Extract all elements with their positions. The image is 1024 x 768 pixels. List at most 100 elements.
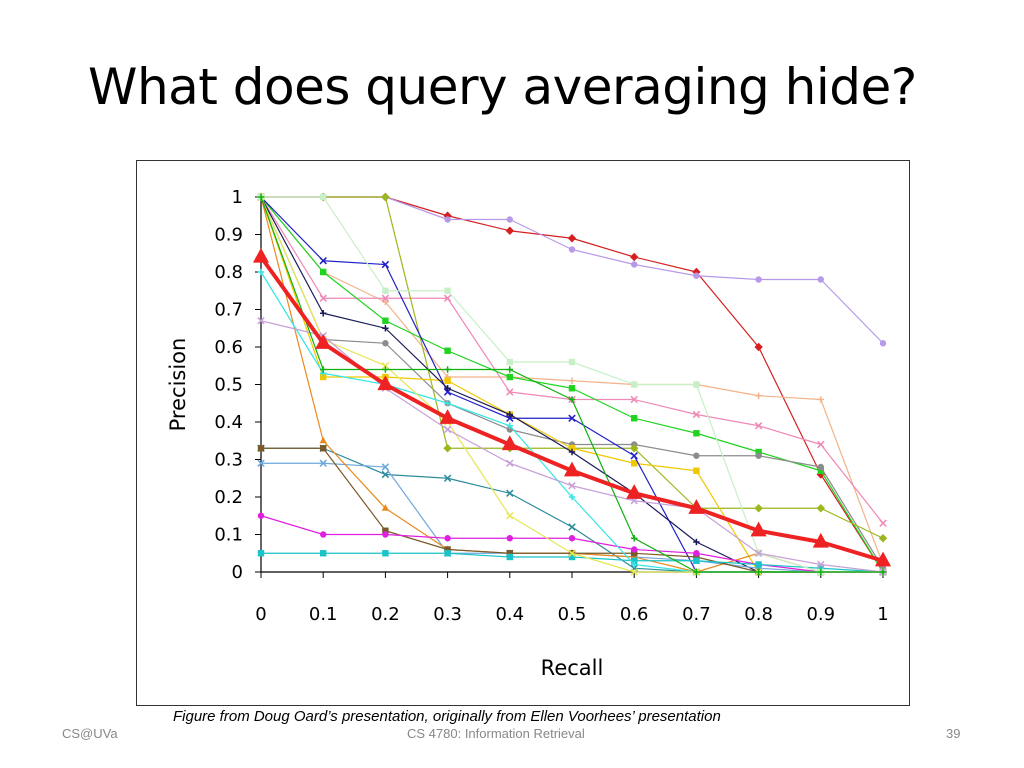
x-tick-label: 0.7 bbox=[682, 604, 711, 625]
series-20-point bbox=[817, 560, 825, 569]
series-4-point bbox=[319, 294, 327, 302]
series-14-point bbox=[444, 546, 451, 553]
slide-number: 39 bbox=[946, 726, 961, 741]
series-14-point bbox=[631, 550, 638, 557]
series-8-point bbox=[444, 377, 451, 384]
series-line-13 bbox=[260, 196, 883, 573]
series-15-point bbox=[506, 535, 513, 542]
series-22-point bbox=[626, 484, 643, 499]
y-axis-label: Precision bbox=[166, 338, 190, 432]
series-22-point bbox=[874, 551, 892, 567]
series-17-point bbox=[444, 400, 451, 407]
series-18-point bbox=[381, 362, 390, 370]
x-tick-label: 0.8 bbox=[744, 604, 773, 625]
series-21-point bbox=[693, 568, 700, 576]
series-line-8 bbox=[260, 196, 883, 573]
series-2-point bbox=[693, 272, 700, 279]
series-10-point bbox=[320, 310, 327, 317]
series-5-point bbox=[693, 430, 700, 437]
series-22-point bbox=[439, 409, 456, 424]
x-tick-label: 0.2 bbox=[371, 604, 400, 625]
series-21-point bbox=[568, 396, 576, 403]
y-tick-label: 0.3 bbox=[214, 450, 243, 471]
series-21-point bbox=[382, 366, 389, 373]
series-2-point bbox=[506, 216, 513, 223]
series-5-point bbox=[755, 448, 762, 456]
series-11-point bbox=[568, 523, 576, 531]
series-18-point bbox=[568, 549, 576, 557]
series-17-point bbox=[506, 422, 513, 429]
x-tick-label: 0.3 bbox=[433, 604, 462, 625]
series-2-point bbox=[568, 246, 576, 253]
series-11-point bbox=[381, 470, 390, 479]
series-2-point bbox=[444, 216, 451, 223]
chart-frame: 0 0.1 0.2 0.3 0.4 0.5 0.6 0.7 0.8 0.9 1 0 0.1 0.2 0.3 0… bbox=[136, 160, 910, 706]
series-21-point bbox=[631, 535, 638, 542]
series-7-point bbox=[878, 534, 888, 543]
series-10-point bbox=[568, 448, 576, 456]
series-1-point bbox=[567, 234, 577, 243]
series-22-point bbox=[315, 334, 332, 349]
series-15-point bbox=[320, 531, 327, 538]
x-tick-label: 0 bbox=[255, 604, 266, 625]
series-22-point bbox=[563, 461, 581, 477]
series-12-point bbox=[319, 459, 327, 467]
y-tick-label: 0.4 bbox=[214, 412, 243, 433]
series-line-21 bbox=[260, 196, 883, 573]
series-22-point bbox=[750, 521, 767, 537]
series-4-point bbox=[443, 294, 452, 302]
series-10-point bbox=[444, 385, 451, 392]
series-6-point bbox=[817, 463, 824, 471]
series-8-point bbox=[568, 445, 576, 452]
series-2-point bbox=[879, 340, 887, 347]
y-tick-label: 0.8 bbox=[214, 262, 243, 283]
series-14-point bbox=[320, 445, 327, 452]
series-line-18 bbox=[260, 196, 883, 573]
series-13-point bbox=[319, 436, 327, 444]
series-3-point bbox=[382, 298, 389, 306]
precision-recall-chart: 0 0.1 0.2 0.3 0.4 0.5 0.6 0.7 0.8 0.9 1 0 0.1 0.2 0.3 0… bbox=[166, 187, 892, 680]
series-line-1 bbox=[261, 196, 884, 573]
y-tick-label: 0.9 bbox=[214, 225, 243, 246]
x-tick-label: 1 bbox=[877, 604, 888, 625]
series-16-point bbox=[320, 550, 327, 557]
figure-caption: Figure from Doug Oard’s presentation, or… bbox=[173, 708, 721, 725]
footer-course: CS@UVa bbox=[62, 726, 118, 741]
series-16-point bbox=[444, 550, 451, 557]
series-line-5 bbox=[260, 196, 884, 573]
series-7-point bbox=[754, 504, 763, 513]
series-11-point bbox=[506, 489, 514, 497]
series-11-point bbox=[443, 474, 452, 482]
series-5-point bbox=[444, 347, 451, 354]
y-tick-label: 0.2 bbox=[214, 487, 243, 508]
x-axis-label: Recall bbox=[541, 656, 604, 680]
series-7-point bbox=[443, 444, 452, 453]
series-4-point bbox=[879, 519, 887, 527]
series-16-point bbox=[693, 557, 700, 564]
series-6-point bbox=[755, 452, 762, 459]
series-1-point bbox=[692, 267, 701, 277]
series-4-point bbox=[630, 395, 638, 404]
series-22-point bbox=[501, 435, 518, 451]
series-17-point bbox=[631, 561, 638, 568]
series-6-point bbox=[382, 340, 389, 347]
series-21-point bbox=[506, 366, 513, 373]
series-20-point bbox=[443, 425, 452, 434]
series-1-point bbox=[630, 252, 639, 262]
series-18-point bbox=[630, 568, 638, 576]
series-16-point bbox=[257, 550, 265, 557]
series-12-point bbox=[257, 459, 265, 467]
series-21-point bbox=[320, 366, 327, 373]
series-9-point bbox=[443, 388, 452, 396]
x-tick-label: 0.9 bbox=[806, 604, 835, 625]
y-tick-label: 1 bbox=[232, 187, 243, 208]
series-14-point bbox=[506, 550, 513, 557]
series-8-point bbox=[631, 460, 638, 467]
series-19-point bbox=[693, 381, 700, 388]
x-tick-label: 0.1 bbox=[309, 604, 338, 625]
series-19-point bbox=[320, 193, 327, 201]
series-15-point bbox=[257, 512, 265, 519]
series-5-point bbox=[817, 467, 824, 474]
series-line-19 bbox=[261, 196, 883, 573]
series-line-9 bbox=[260, 196, 883, 573]
